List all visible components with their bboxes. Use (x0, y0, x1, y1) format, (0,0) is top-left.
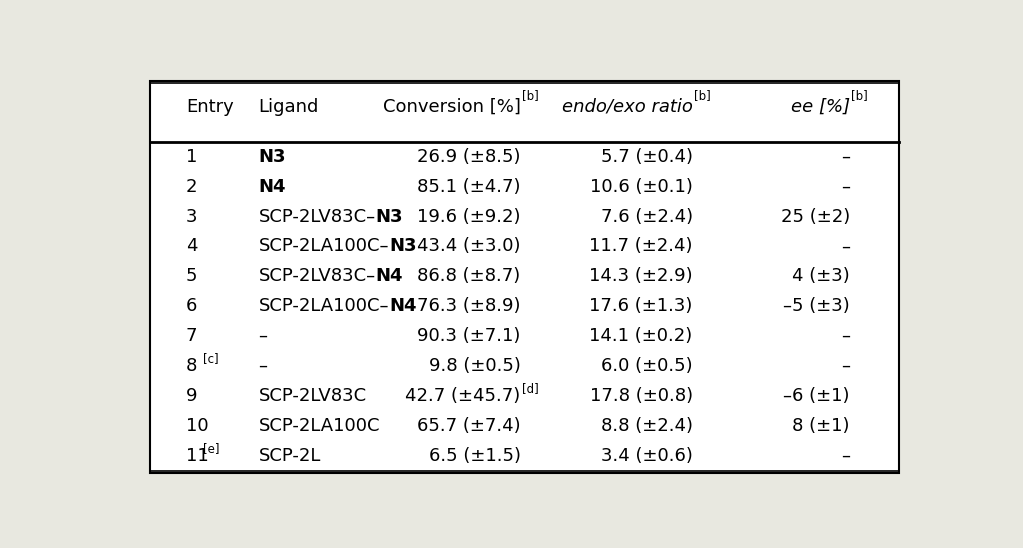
Text: 90.3 (±7.1): 90.3 (±7.1) (417, 327, 521, 345)
Text: 65.7 (±7.4): 65.7 (±7.4) (417, 417, 521, 435)
Text: –6 (±1): –6 (±1) (784, 387, 850, 405)
Text: endo/exo ratio: endo/exo ratio (562, 98, 693, 116)
Text: 8.8 (±2.4): 8.8 (±2.4) (601, 417, 693, 435)
Text: [b]: [b] (851, 89, 869, 102)
Text: 7: 7 (186, 327, 197, 345)
Text: Ligand: Ligand (259, 98, 319, 116)
Text: SCP-2LV83C–: SCP-2LV83C– (259, 267, 375, 286)
Text: 10.6 (±0.1): 10.6 (±0.1) (590, 178, 693, 196)
Text: 25 (±2): 25 (±2) (781, 208, 850, 226)
Text: 6.0 (±0.5): 6.0 (±0.5) (602, 357, 693, 375)
Text: 8: 8 (186, 357, 197, 375)
Text: 6.5 (±1.5): 6.5 (±1.5) (429, 447, 521, 465)
Text: –: – (841, 147, 850, 165)
Text: [e]: [e] (203, 442, 219, 455)
Text: –: – (841, 357, 850, 375)
Text: 2: 2 (186, 178, 197, 196)
Text: Entry: Entry (186, 98, 233, 116)
Text: 3.4 (±0.6): 3.4 (±0.6) (601, 447, 693, 465)
Text: 4: 4 (186, 237, 197, 255)
Text: N4: N4 (375, 267, 403, 286)
Text: N4: N4 (389, 297, 416, 315)
Text: 9: 9 (186, 387, 197, 405)
Text: 14.1 (±0.2): 14.1 (±0.2) (589, 327, 693, 345)
Text: 17.8 (±0.8): 17.8 (±0.8) (589, 387, 693, 405)
Text: –: – (841, 447, 850, 465)
Text: 4 (±3): 4 (±3) (792, 267, 850, 286)
Text: 26.9 (±8.5): 26.9 (±8.5) (417, 147, 521, 165)
Text: SCP-2LA100C–: SCP-2LA100C– (259, 297, 389, 315)
Text: 6: 6 (186, 297, 197, 315)
Text: 11.7 (±2.4): 11.7 (±2.4) (589, 237, 693, 255)
Text: –: – (259, 327, 268, 345)
Text: 19.6 (±9.2): 19.6 (±9.2) (417, 208, 521, 226)
Text: 85.1 (±4.7): 85.1 (±4.7) (417, 178, 521, 196)
Text: 43.4 (±3.0): 43.4 (±3.0) (417, 237, 521, 255)
Text: [d]: [d] (522, 382, 539, 395)
Text: 10: 10 (186, 417, 209, 435)
Text: –: – (841, 178, 850, 196)
Text: –: – (259, 357, 268, 375)
Text: 8 (±1): 8 (±1) (793, 417, 850, 435)
Text: 5: 5 (186, 267, 197, 286)
Text: SCP-2LV83C: SCP-2LV83C (259, 387, 366, 405)
Text: 7.6 (±2.4): 7.6 (±2.4) (601, 208, 693, 226)
Text: 17.6 (±1.3): 17.6 (±1.3) (589, 297, 693, 315)
Text: 9.8 (±0.5): 9.8 (±0.5) (429, 357, 521, 375)
Text: 86.8 (±8.7): 86.8 (±8.7) (417, 267, 521, 286)
Text: N3: N3 (375, 208, 403, 226)
Text: SCP-2L: SCP-2L (259, 447, 321, 465)
Text: [c]: [c] (203, 352, 218, 365)
Text: [b]: [b] (522, 89, 539, 102)
Text: N3: N3 (389, 237, 416, 255)
Text: –: – (841, 327, 850, 345)
Text: Conversion [%]: Conversion [%] (383, 98, 521, 116)
Text: ee [%]: ee [%] (791, 98, 850, 116)
Text: 42.7 (±45.7): 42.7 (±45.7) (405, 387, 521, 405)
Text: 76.3 (±8.9): 76.3 (±8.9) (417, 297, 521, 315)
Text: 3: 3 (186, 208, 197, 226)
Text: –: – (841, 237, 850, 255)
Text: SCP-2LA100C: SCP-2LA100C (259, 417, 381, 435)
Text: [b]: [b] (695, 89, 711, 102)
Text: –5 (±3): –5 (±3) (783, 297, 850, 315)
Text: 5.7 (±0.4): 5.7 (±0.4) (601, 147, 693, 165)
Text: 14.3 (±2.9): 14.3 (±2.9) (589, 267, 693, 286)
Text: 1: 1 (186, 147, 197, 165)
Text: N3: N3 (259, 147, 286, 165)
Text: SCP-2LA100C–: SCP-2LA100C– (259, 237, 389, 255)
Text: 11: 11 (186, 447, 209, 465)
Text: N4: N4 (259, 178, 286, 196)
Text: SCP-2LV83C–: SCP-2LV83C– (259, 208, 375, 226)
